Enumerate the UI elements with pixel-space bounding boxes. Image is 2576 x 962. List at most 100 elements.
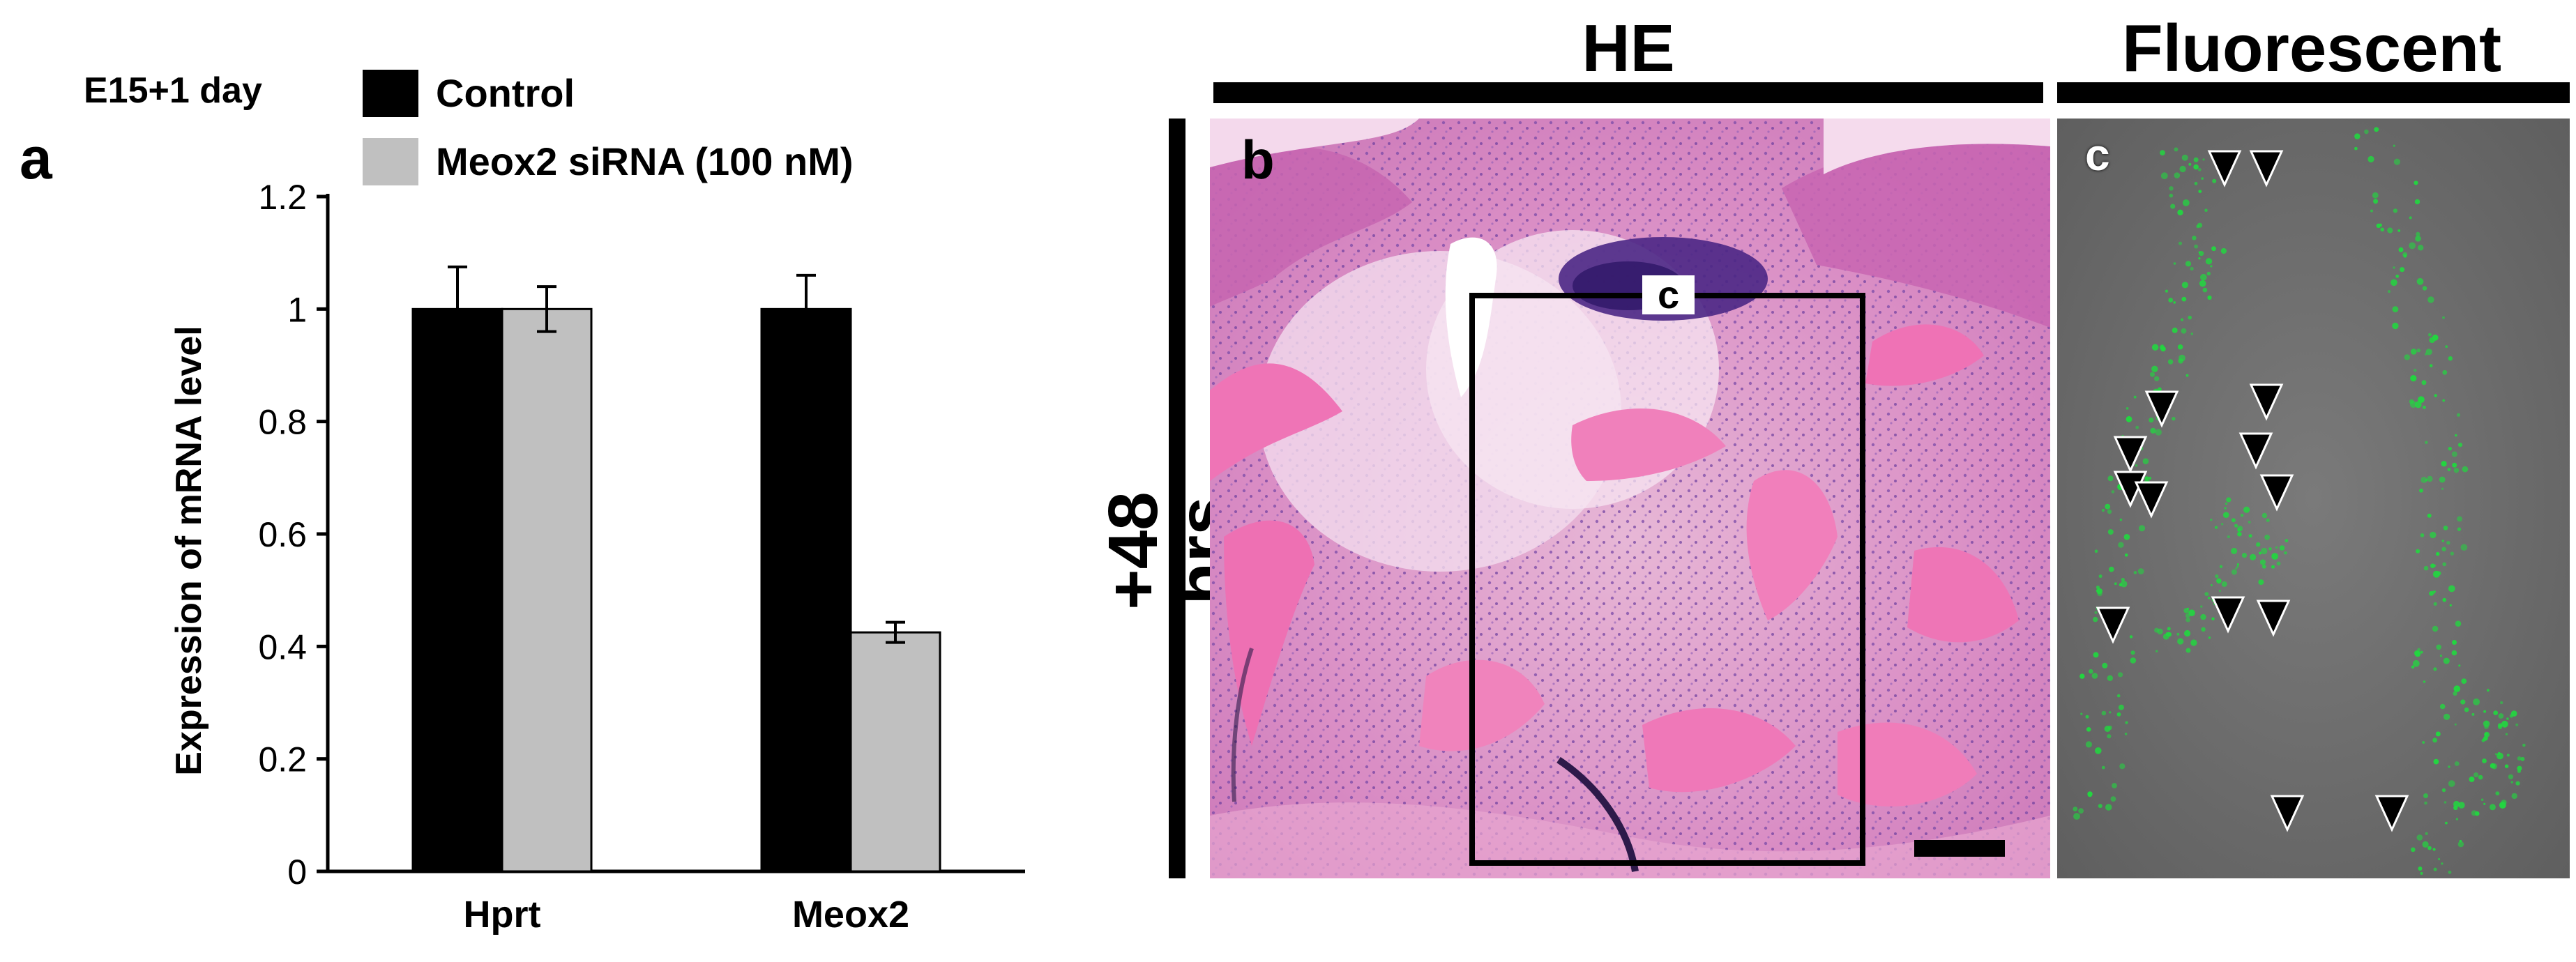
green-dot xyxy=(2107,725,2112,731)
green-dot xyxy=(2093,652,2099,658)
green-dot xyxy=(2416,231,2420,236)
green-dot xyxy=(2116,694,2121,698)
green-dot xyxy=(2169,186,2174,191)
green-dot xyxy=(2285,539,2289,542)
green-dot xyxy=(2427,296,2434,303)
green-dot xyxy=(2411,349,2417,355)
green-dot xyxy=(2078,808,2084,814)
green-dot xyxy=(2364,129,2369,135)
green-dot xyxy=(2441,487,2444,490)
green-dot xyxy=(2436,551,2440,556)
green-dot xyxy=(2201,177,2204,180)
arrowhead-icon xyxy=(2238,432,2273,470)
green-dot xyxy=(2149,418,2154,423)
panel-a-letter: a xyxy=(20,125,52,191)
green-dot xyxy=(2409,242,2416,250)
green-dot xyxy=(2188,609,2195,616)
green-dot xyxy=(2520,756,2525,761)
green-dot xyxy=(2279,545,2285,551)
green-dot xyxy=(2420,476,2427,483)
green-dot xyxy=(2400,267,2405,273)
green-dot xyxy=(2436,644,2441,650)
green-dot xyxy=(2107,734,2112,739)
green-dot xyxy=(2484,724,2489,729)
green-dot xyxy=(2210,265,2213,268)
green-dot xyxy=(2453,468,2460,473)
green-dot xyxy=(2185,374,2189,377)
green-dot xyxy=(2414,181,2418,185)
green-dot xyxy=(2123,534,2130,540)
green-dot xyxy=(2226,497,2232,503)
green-dot xyxy=(2483,802,2486,805)
green-dot xyxy=(2119,518,2123,521)
green-dot xyxy=(2248,534,2252,538)
green-dot xyxy=(2206,271,2211,276)
green-dot xyxy=(2094,611,2098,614)
green-dot xyxy=(2498,723,2503,728)
y-tick-label: 0.8 xyxy=(258,403,307,442)
green-dot xyxy=(2094,549,2098,553)
green-dot xyxy=(2443,526,2448,530)
green-dot xyxy=(2499,802,2506,809)
green-dot xyxy=(2423,565,2429,571)
green-dot xyxy=(2091,673,2098,679)
green-dot xyxy=(2194,244,2198,249)
green-dot xyxy=(2423,680,2426,683)
green-dot xyxy=(2210,519,2213,521)
fluorescent-title-bar xyxy=(2057,82,2570,103)
green-dot xyxy=(2185,613,2190,618)
green-dot xyxy=(2478,774,2483,780)
green-dot xyxy=(2142,458,2149,464)
green-dot xyxy=(2490,763,2496,769)
green-dot xyxy=(2416,834,2423,841)
green-dot xyxy=(2188,162,2192,166)
green-dot xyxy=(2148,476,2152,480)
green-dot xyxy=(2105,804,2112,811)
green-dot xyxy=(2207,597,2211,600)
green-dot xyxy=(2425,441,2428,444)
arrowhead-icon xyxy=(2270,795,2305,832)
green-dot xyxy=(2261,564,2266,569)
green-dot xyxy=(2393,266,2395,269)
green-dot xyxy=(2457,413,2460,417)
green-dot xyxy=(2080,712,2083,715)
legend-label-control: Control xyxy=(436,71,575,115)
green-dot xyxy=(2235,567,2238,570)
green-dot xyxy=(2448,356,2453,361)
green-dot xyxy=(2448,870,2452,874)
green-dot xyxy=(2107,475,2114,482)
green-dot xyxy=(2173,262,2176,265)
green-dot xyxy=(2207,295,2212,300)
green-dot xyxy=(2482,758,2487,763)
green-dot xyxy=(2422,841,2429,848)
green-dot xyxy=(2494,753,2497,756)
green-dot xyxy=(2073,807,2078,811)
green-dot xyxy=(2169,193,2174,198)
green-dot xyxy=(2428,333,2432,337)
green-dot xyxy=(2194,181,2198,185)
arrowhead-icon xyxy=(2374,795,2409,832)
green-dot xyxy=(2284,551,2287,555)
green-dot xyxy=(2457,443,2463,448)
green-dot xyxy=(2185,617,2190,623)
green-dot xyxy=(2144,476,2149,480)
green-dot xyxy=(2110,796,2116,802)
inset-box xyxy=(1469,293,1865,866)
green-dot xyxy=(2193,164,2199,170)
green-dot xyxy=(2107,529,2114,535)
green-dot xyxy=(2125,721,2128,724)
green-dot xyxy=(2126,415,2132,422)
green-dot xyxy=(2485,722,2488,724)
green-dot xyxy=(2420,650,2423,654)
green-dot xyxy=(2261,547,2268,555)
green-dot xyxy=(2433,867,2437,871)
green-dot xyxy=(2504,764,2509,768)
green-dot xyxy=(2448,780,2455,787)
green-dot xyxy=(2211,617,2215,620)
green-dot xyxy=(2109,711,2112,714)
green-dot xyxy=(2151,365,2158,372)
green-dot xyxy=(2461,678,2467,684)
green-dot xyxy=(2420,871,2423,875)
fluorescent-image xyxy=(2057,119,2570,878)
green-dot xyxy=(2457,527,2462,531)
